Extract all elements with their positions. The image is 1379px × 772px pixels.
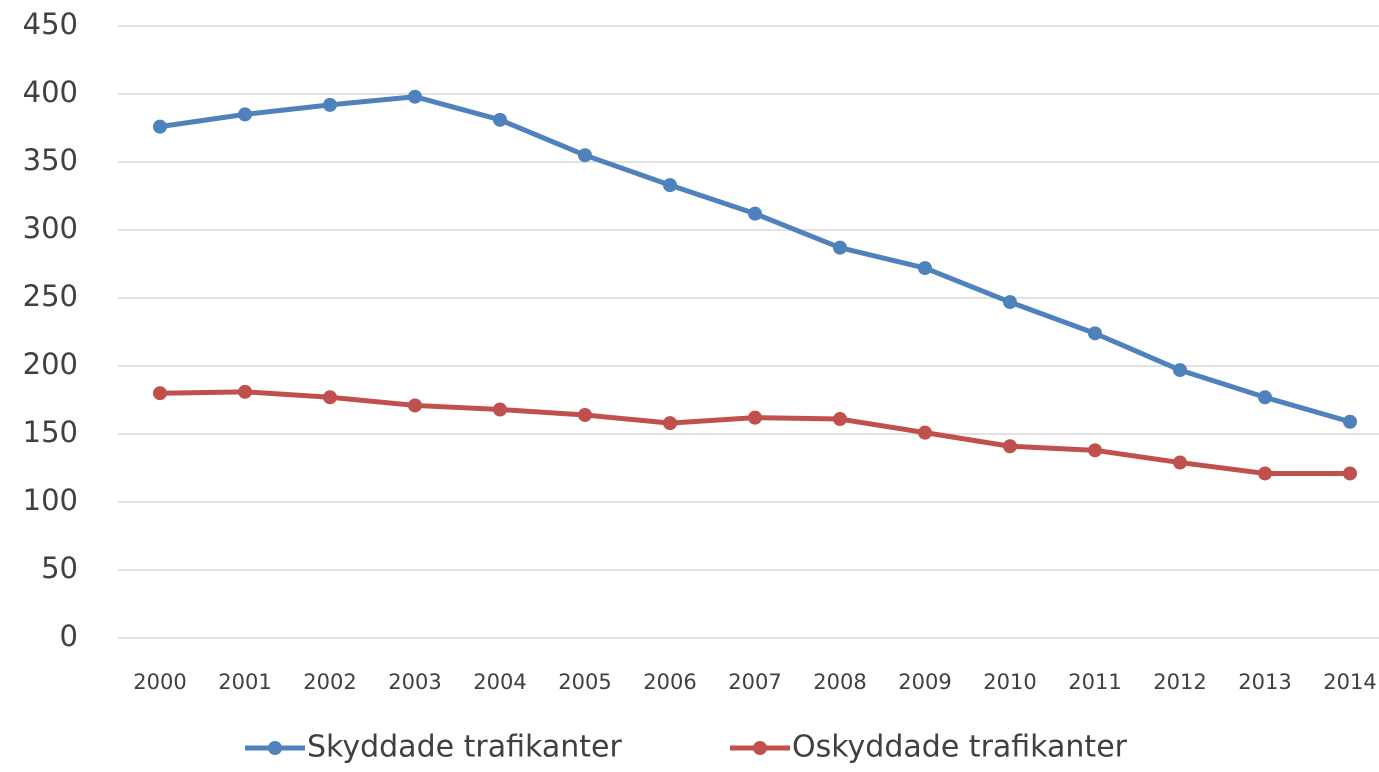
data-point <box>748 410 762 425</box>
data-point <box>1343 414 1357 429</box>
y-tick-label: 200 <box>23 347 78 381</box>
data-point <box>748 206 762 221</box>
x-tick-label: 2008 <box>813 670 866 694</box>
x-tick-label: 2000 <box>133 670 186 694</box>
x-tick-label: 2003 <box>388 670 441 694</box>
data-point <box>1173 455 1187 470</box>
x-tick-label: 2001 <box>218 670 271 694</box>
x-tick-label: 2004 <box>473 670 526 694</box>
x-tick-label: 2011 <box>1068 670 1121 694</box>
x-tick-label: 2010 <box>983 670 1036 694</box>
y-tick-label: 350 <box>23 143 78 177</box>
series-line <box>159 94 1351 425</box>
data-point <box>1088 326 1102 341</box>
legend-marker <box>753 741 767 755</box>
data-point <box>408 89 422 104</box>
data-point <box>1258 390 1272 405</box>
data-point <box>408 398 422 413</box>
y-tick-label: 0 <box>60 619 78 653</box>
data-point <box>1003 439 1017 454</box>
y-tick-label: 150 <box>23 415 78 449</box>
data-point <box>493 112 507 127</box>
y-tick-label: 50 <box>41 551 78 585</box>
legend-label: Skyddade trafikanter <box>307 730 622 765</box>
y-tick-label: 300 <box>23 211 78 245</box>
data-point <box>1258 466 1272 481</box>
data-point <box>238 107 252 122</box>
data-point <box>153 386 167 401</box>
x-tick-label: 2005 <box>558 670 611 694</box>
legend-marker <box>268 741 282 755</box>
data-point <box>578 407 592 422</box>
data-point <box>1343 466 1357 481</box>
y-tick-label: 100 <box>23 483 78 517</box>
x-tick-label: 2012 <box>1153 670 1206 694</box>
data-point <box>1088 443 1102 458</box>
data-point <box>238 384 252 399</box>
y-tick-label: 400 <box>23 75 78 109</box>
data-point <box>833 412 847 427</box>
data-point <box>153 119 167 134</box>
data-point <box>833 240 847 255</box>
y-tick-label: 250 <box>23 279 78 313</box>
data-point <box>578 148 592 163</box>
x-tick-label: 2007 <box>728 670 781 694</box>
legend-label: Oskyddade trafikanter <box>792 730 1128 765</box>
data-point <box>1003 295 1017 310</box>
y-tick-label: 450 <box>23 7 78 41</box>
data-point <box>1173 363 1187 378</box>
data-point <box>663 416 677 431</box>
x-tick-label: 2002 <box>303 670 356 694</box>
data-point <box>323 97 337 112</box>
x-tick-label: 2014 <box>1323 670 1376 694</box>
series-line <box>159 389 1350 476</box>
x-tick-label: 2013 <box>1238 670 1291 694</box>
data-point <box>918 425 932 440</box>
data-point <box>918 261 932 276</box>
data-point <box>663 178 677 193</box>
data-point <box>323 390 337 405</box>
data-point <box>493 402 507 417</box>
x-tick-label: 2009 <box>898 670 951 694</box>
x-tick-label: 2006 <box>643 670 696 694</box>
